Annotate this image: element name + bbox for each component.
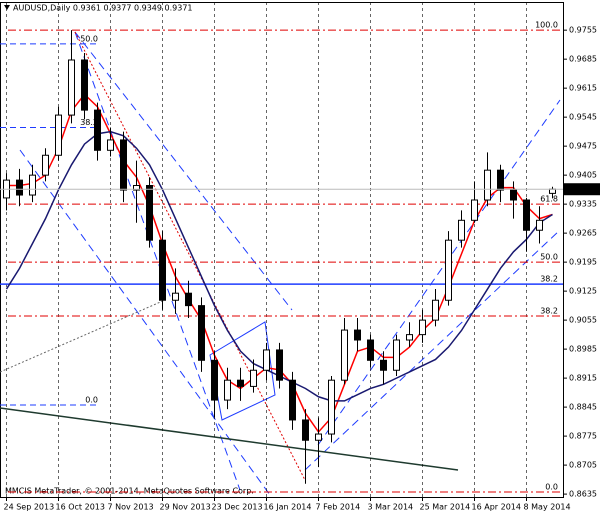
x-tick-label: 7 Nov 2013	[108, 503, 154, 512]
fib-label: 50.0	[80, 34, 98, 43]
channel-line	[19, 149, 271, 496]
y-tick-label: 0.9195	[569, 258, 597, 267]
candle-body	[133, 185, 140, 191]
candle-body	[445, 239, 452, 301]
candle-body	[224, 379, 231, 401]
candle-body	[523, 199, 530, 231]
x-tick-label: 3 Mar 2014	[368, 503, 414, 512]
y-tick-label: 0.8985	[569, 345, 597, 354]
price-box	[563, 183, 600, 196]
candle-body	[367, 339, 374, 361]
drawing-objects	[0, 31, 561, 496]
x-tick-label: 16 Oct 2013	[56, 503, 105, 512]
candle-body	[510, 189, 517, 201]
y-tick-label: 0.9545	[569, 113, 597, 122]
y-tick-label: 0.8845	[569, 403, 597, 412]
candle-body	[315, 433, 322, 441]
candle-body	[549, 188, 556, 194]
y-tick-label: 0.9755	[569, 26, 597, 35]
x-tick-label: 23 Dec 2013	[212, 503, 263, 512]
fib-label: 50.0	[540, 253, 558, 262]
candle-body	[68, 59, 75, 116]
x-tick-label: 8 May 2014	[524, 503, 571, 512]
y-tick-label: 0.9615	[569, 84, 597, 93]
fib-label: 38.2	[540, 306, 558, 315]
footer: MMCIS MetaTrader, © 2001-2014, MetaQuote…	[5, 487, 254, 496]
y-tick-label: 0.8705	[569, 461, 597, 470]
candle-body	[94, 109, 101, 151]
candle-body	[289, 379, 296, 421]
candle-body	[276, 349, 283, 381]
fib-label: 100.0	[535, 21, 558, 30]
x-tick-label: 7 Feb 2014	[316, 503, 361, 512]
x-tick-label: 25 Mar 2014	[420, 503, 471, 512]
candle-body	[393, 339, 400, 371]
candle-body	[497, 169, 504, 191]
candle-body	[146, 185, 153, 241]
x-tick-label: 16 Apr 2014	[472, 503, 521, 512]
candle-body	[263, 349, 270, 371]
y-tick-label: 0.9125	[569, 287, 597, 296]
candle-body	[185, 292, 192, 307]
candle-body	[458, 219, 465, 241]
chart-title: AUDUSD,Daily 0.9361 0.9377 0.9349 0.9371	[13, 4, 193, 13]
candle-body	[471, 199, 478, 221]
channel-line	[317, 99, 561, 446]
y-tick-label: 0.8775	[569, 432, 597, 441]
candle-body	[81, 59, 88, 111]
candle-body	[107, 139, 114, 151]
candle-body	[250, 369, 257, 387]
candle-body	[172, 292, 179, 301]
fib-label: 38.2	[80, 118, 98, 127]
fib-label: 0.0	[545, 483, 558, 492]
y-tick-label: 0.9475	[569, 142, 597, 151]
y-tick-label: 0.9685	[569, 55, 597, 64]
candle-body	[354, 329, 361, 341]
candle-body	[159, 239, 166, 301]
candle-body	[302, 419, 309, 441]
candle-body	[29, 174, 36, 196]
x-tick-label: 16 Jan 2014	[264, 503, 312, 512]
channel-line	[74, 31, 241, 491]
candle-body	[198, 305, 205, 361]
channel-line	[304, 229, 561, 471]
trend-line	[0, 407, 459, 471]
fib-label: 0.0	[85, 396, 98, 405]
y-tick-label: 0.9405	[569, 171, 597, 180]
channel-line	[74, 31, 293, 311]
candle-body	[211, 359, 218, 401]
x-tick-label: 29 Nov 2013	[160, 503, 211, 512]
candle-body	[328, 379, 335, 435]
y-tick-label: 0.9265	[569, 229, 597, 238]
candle-body	[432, 299, 439, 321]
candle-body	[536, 219, 543, 231]
menu-arrow[interactable]	[4, 5, 10, 10]
y-tick-label: 0.8915	[569, 374, 597, 383]
y-tick-label: 0.9335	[569, 200, 597, 209]
level-label: 38.2	[540, 275, 558, 284]
candle-body	[419, 319, 426, 336]
candle-body	[237, 379, 244, 387]
candle-body	[120, 139, 127, 191]
candle-body	[380, 359, 387, 371]
candle-body	[42, 154, 49, 176]
y-tick-label: 0.8635	[569, 490, 597, 499]
candle-body	[341, 329, 348, 381]
fib-label: 61.8	[540, 195, 558, 204]
price-label: 0.9371	[567, 185, 595, 194]
candle-body	[406, 334, 413, 341]
candle-body	[484, 169, 491, 201]
y-tick-label: 0.9055	[569, 316, 597, 325]
x-tick-label: 24 Sep 2013	[4, 503, 55, 512]
candle-body	[55, 114, 62, 156]
candle-body	[16, 179, 23, 196]
